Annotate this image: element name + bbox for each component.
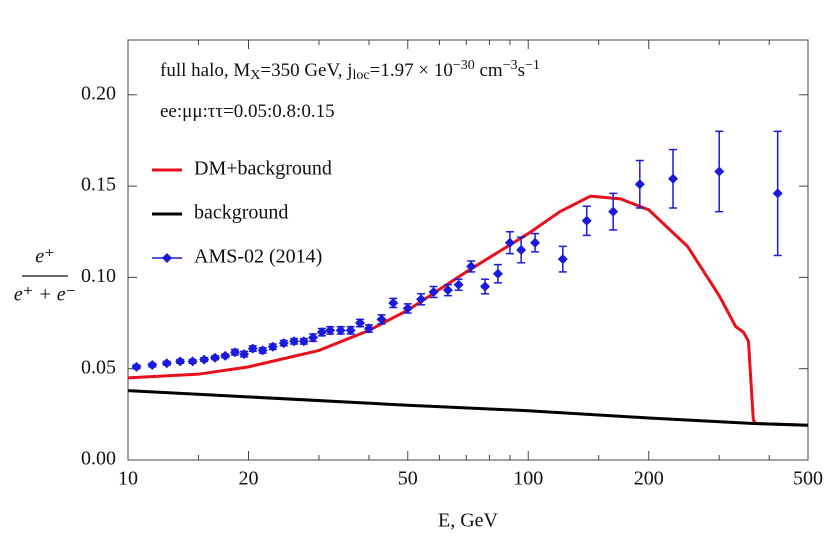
- data-point: [161, 358, 172, 369]
- plot-frame: [127, 39, 809, 461]
- series-line: [127, 389, 809, 427]
- data-point: [187, 356, 198, 367]
- x-tick-label: 20: [238, 468, 258, 490]
- annotation-segment: −3: [503, 58, 518, 73]
- data-point: [210, 352, 221, 363]
- data-point: [376, 314, 387, 325]
- y-tick-label: 0.20: [81, 82, 116, 104]
- data-point: [388, 297, 399, 308]
- annotation: ee:μμ:ττ=0.05:0.8:0.15: [160, 101, 335, 122]
- annotation-segment: ee:μμ:ττ=0.05:0.8:0.15: [160, 101, 335, 122]
- x-tick-label: 50: [398, 468, 418, 490]
- data-point: [772, 188, 783, 199]
- y-tick-label: 0.10: [81, 265, 116, 287]
- annotation-segment: −30: [453, 58, 475, 73]
- data-point: [325, 325, 336, 336]
- data-point: [345, 325, 356, 336]
- annotation-segment: =350 GeV, j: [260, 60, 352, 81]
- y-label-denominator: e⁺ + e⁻: [14, 284, 76, 306]
- annotation-segment: cm: [475, 60, 503, 81]
- data-point: [492, 268, 503, 279]
- data-point: [247, 343, 258, 354]
- x-tick-label: 100: [513, 468, 543, 490]
- annotation-segment: s: [518, 60, 525, 81]
- legend-label: background: [194, 202, 288, 224]
- data-point: [453, 279, 464, 290]
- y-tick-label: 0.00: [81, 448, 116, 470]
- series-line: [127, 194, 809, 427]
- data-point: [131, 361, 142, 372]
- data-point: [466, 261, 477, 272]
- data-point: [298, 336, 309, 347]
- data-point: [557, 254, 568, 265]
- data-point: [516, 245, 527, 255]
- data-point: [442, 285, 453, 296]
- data-point: [428, 287, 439, 297]
- x-tick-label: 10: [118, 468, 138, 490]
- data-point: [278, 338, 289, 349]
- annotation-segment: −1: [525, 58, 540, 73]
- data-point: [634, 179, 645, 190]
- data-point: [416, 294, 427, 305]
- data-point: [608, 206, 619, 217]
- legend-label: DM+background: [194, 158, 332, 180]
- data-point: [581, 215, 592, 226]
- x-axis-label: E, GeV: [438, 510, 499, 532]
- x-tick-label: 500: [793, 468, 823, 490]
- data-point: [257, 345, 268, 356]
- legend-label: AMS-02 (2014): [194, 246, 322, 268]
- annotation: full halo, MX=350 GeV, jloc=1.97 × 10−30…: [160, 58, 540, 83]
- data-point: [355, 318, 366, 329]
- data-point: [220, 350, 231, 361]
- data-point: [175, 356, 186, 367]
- data-point: [714, 166, 725, 177]
- data-point: [267, 341, 278, 352]
- annotation-segment: =1.97 × 10: [370, 60, 453, 81]
- data-point: [147, 360, 158, 371]
- data-point: [229, 347, 240, 358]
- data-point: [289, 336, 300, 347]
- annotation-segment: X: [250, 68, 260, 83]
- data-point: [363, 323, 374, 334]
- y-label-numerator: e⁺: [35, 246, 54, 268]
- y-tick-label: 0.05: [81, 356, 116, 378]
- data-point: [239, 349, 250, 360]
- annotation-segment: loc: [353, 68, 370, 83]
- data-point: [335, 325, 346, 336]
- data-point: [316, 327, 327, 338]
- y-tick-label: 0.15: [81, 174, 116, 196]
- legend-marker: [162, 253, 172, 263]
- annotation-segment: full halo, M: [160, 60, 250, 81]
- data-point: [480, 281, 491, 292]
- data-point: [402, 303, 413, 314]
- data-point: [199, 354, 210, 365]
- x-tick-label: 200: [634, 468, 664, 490]
- data-point: [308, 332, 319, 343]
- data-point: [504, 237, 515, 248]
- data-point: [530, 237, 541, 248]
- data-point: [668, 173, 679, 184]
